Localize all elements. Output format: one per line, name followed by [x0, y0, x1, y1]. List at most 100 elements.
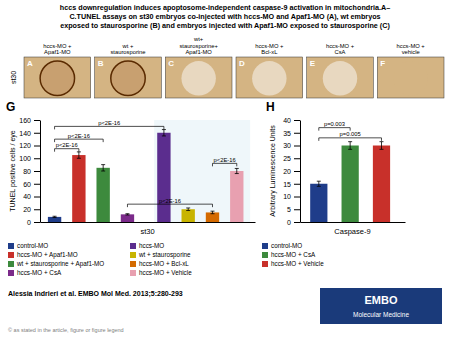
tick-mark: [294, 120, 300, 121]
legend-label: wt + staurosporine: [138, 251, 191, 259]
tick: 40: [283, 117, 300, 124]
tick-mark: [294, 209, 300, 210]
caption-line: hccs-MO +: [43, 43, 72, 49]
tick-mark: [34, 197, 40, 198]
logo-subtext: Molecular Medicine: [353, 311, 409, 318]
bar: [48, 217, 61, 222]
panel-background: [165, 57, 232, 98]
bar: [230, 171, 243, 222]
tick-mark: [34, 184, 40, 185]
tick: 140: [19, 129, 40, 136]
legend-item: hccs-MO + Vehicle: [130, 269, 192, 276]
chart-label: H: [266, 100, 275, 114]
annotation: p<2E-16: [56, 142, 78, 148]
tick: 60: [23, 180, 40, 187]
logo-background: [320, 288, 442, 324]
y-axis-title: TUNEL positive cells / eye: [9, 130, 17, 212]
legend-label: hccs-MO + Bcl-xL: [139, 260, 189, 267]
annotation: p<2E-16: [68, 133, 90, 139]
annotation: p<2E-16: [98, 120, 120, 126]
legend: control-MOhccs-MO + CsAhccs-MO + Vehicle: [262, 242, 324, 267]
tick-mark: [294, 184, 300, 185]
error-bar: [77, 152, 81, 158]
panel-background: [236, 57, 303, 98]
x-axis-title: st30: [140, 227, 154, 236]
y-axis-title: Arbitrary Luminescence Units: [269, 125, 277, 217]
tick-label: 40: [283, 117, 291, 124]
bar-chart: 0510152025303540Arbitrary Luminescence U…: [266, 100, 406, 236]
legend-item: hccs-MO + Vehicle: [262, 260, 324, 267]
tick-label: 80: [23, 168, 31, 175]
panel-caption: wt+staurosporine+Apaf1-MO: [179, 36, 218, 55]
title-line: exposed to staurosporine (B) and embryos…: [60, 21, 390, 30]
bar: [157, 133, 170, 222]
panel-caption: wt +staurosporine: [110, 43, 145, 55]
significance-bracket: [55, 126, 164, 129]
legend-label: hccs-MO + Vehicle: [139, 269, 192, 276]
image-panel: Ahccs-MO +Apaf1-MO: [24, 43, 91, 98]
bar: [121, 214, 134, 222]
y-axis: 020406080100120140160: [19, 117, 40, 226]
tick: 40: [23, 193, 40, 200]
image-panel: Ehccs-MO +CsA: [307, 43, 374, 98]
legend-item: hccs-MO: [130, 242, 164, 249]
tick: 160: [19, 117, 40, 124]
group-shading: [154, 120, 250, 222]
panel-eye: [40, 61, 74, 95]
tick-mark: [294, 158, 300, 159]
caption-line: wt+: [193, 36, 204, 42]
annotation: p=0.005: [340, 131, 361, 137]
tick-mark: [34, 158, 40, 159]
tick-label: 60: [23, 180, 31, 187]
axis-line: [40, 121, 41, 223]
error-bar: [53, 216, 57, 217]
tick-mark: [294, 133, 300, 134]
logo-text: EMBO: [365, 294, 398, 306]
tick: 10: [283, 193, 300, 200]
tick-label: 140: [19, 129, 31, 136]
caption-line: hccs-MO +: [255, 43, 284, 49]
legend-swatch: [8, 261, 14, 267]
y-axis: 0510152025303540: [283, 117, 300, 226]
error-bar: [210, 211, 214, 214]
error-bar: [162, 130, 166, 136]
tick-mark: [34, 120, 40, 121]
image-panel: Bwt +staurosporine: [95, 43, 162, 98]
tick: 120: [19, 142, 40, 149]
tick-label: 10: [283, 193, 291, 200]
x-axis-title: Caspase-9: [334, 227, 370, 236]
legend-item: control-MO: [262, 242, 302, 249]
x-axis: [41, 222, 256, 223]
panel-background: [377, 57, 444, 98]
tick-label: 40: [23, 193, 31, 200]
caption-line: staurosporine+: [179, 43, 218, 49]
legend-label: hccs-MO: [139, 242, 164, 249]
panel-eye: [323, 61, 357, 95]
bar: [310, 184, 327, 222]
significance-bracket: [319, 138, 382, 141]
bar: [373, 146, 390, 223]
legend-swatch: [130, 243, 136, 249]
row-label: st30: [10, 71, 17, 84]
axis-line: [41, 222, 256, 223]
tick-label: 20: [283, 168, 291, 175]
tick-mark: [294, 146, 300, 147]
legend-swatch: [8, 270, 14, 276]
title-line: hccs downregulation induces apoptosome-i…: [60, 3, 390, 12]
annotation: p=0.003: [324, 121, 345, 127]
tick-label: 20: [23, 206, 31, 213]
figure: hccs downregulation induces apoptosome-i…: [0, 0, 450, 338]
tick-label: 25: [283, 155, 291, 162]
tick: 80: [23, 168, 40, 175]
legend-label: hccs-MO + CsA: [17, 269, 62, 276]
legend-swatch: [262, 243, 268, 249]
panel-eye: [181, 61, 215, 95]
significance-bracket: [55, 139, 104, 142]
legend-swatch: [262, 261, 268, 267]
tick-label: 0: [27, 219, 31, 226]
legend-swatch: [262, 252, 268, 258]
title: hccs downregulation induces apoptosome-i…: [60, 3, 391, 30]
legend-label: hccs-MO + Vehicle: [271, 260, 324, 267]
citation: Alessia Indrieri et al. EMBO Mol Med. 20…: [8, 290, 183, 298]
caption-line: CsA: [335, 49, 346, 55]
